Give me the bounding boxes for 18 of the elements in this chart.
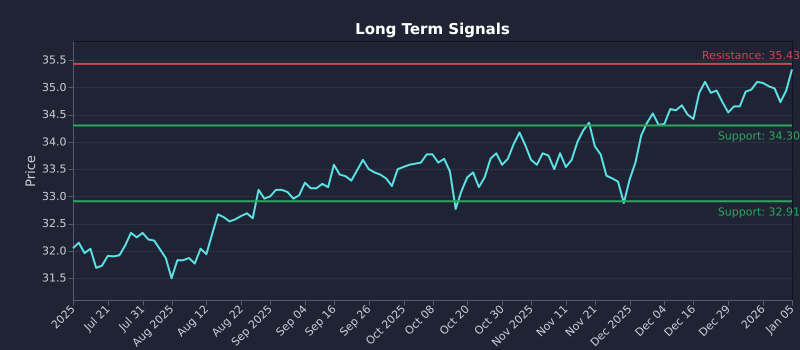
y-tick-label: 34.0 [42, 135, 66, 148]
x-tick-label: Oct 20 [437, 302, 472, 338]
x-tick-label: Dec 29 [696, 302, 733, 340]
y-tick-label: 35.0 [42, 80, 66, 94]
ref-line-label: Resistance: 35.43 [702, 48, 800, 62]
y-tick-label: 33.5 [42, 162, 66, 176]
ref-line-label: Support: 32.91 [718, 205, 800, 218]
y-tick-label: 32.5 [42, 217, 66, 230]
chart-title: Long Term Signals [355, 20, 510, 38]
y-tick-label: 31.5 [42, 272, 66, 285]
y-tick-label: 32.0 [42, 244, 66, 258]
x-tick-label: Jul 21 [80, 302, 113, 334]
ref-line-label: Support: 34.30 [718, 130, 800, 143]
x-tick-label: Aug 12 [174, 302, 212, 340]
y-tick-label: 33.0 [42, 190, 66, 203]
y-axis-title: Price [24, 155, 40, 187]
y-tick-label: 34.5 [42, 108, 66, 122]
y-tick-label: 35.5 [42, 54, 66, 67]
